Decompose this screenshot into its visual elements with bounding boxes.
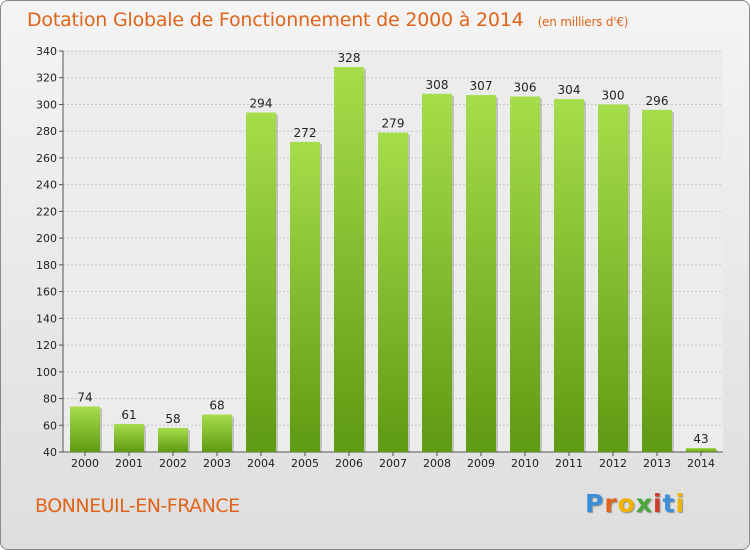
- y-tick-label: 100: [36, 366, 57, 379]
- x-tick-label: 2009: [467, 457, 495, 470]
- y-tick-label: 140: [36, 312, 57, 325]
- y-tick-label: 280: [36, 125, 57, 138]
- unit-text: (en milliers d'€): [537, 15, 629, 29]
- bar-value-label: 328: [338, 51, 361, 65]
- bar-2010: [510, 96, 540, 453]
- y-tick-label: 120: [36, 339, 57, 352]
- logo-letter: r: [604, 489, 618, 518]
- x-tick-label: 2000: [71, 457, 99, 470]
- proxiti-logo: Proxiti: [585, 489, 685, 518]
- x-tick-label: 2004: [247, 457, 275, 470]
- bar-value-label: 61: [121, 408, 136, 422]
- bar-2002: [158, 427, 188, 452]
- bar-2001: [114, 423, 144, 452]
- y-tick-label: 200: [36, 232, 57, 245]
- x-tick-label: 2014: [687, 457, 715, 470]
- x-tick-label: 2011: [555, 457, 583, 470]
- logo-letter: x: [635, 489, 653, 518]
- y-tick-label: 260: [36, 152, 57, 165]
- bar-2012: [598, 104, 628, 452]
- y-tick-label: 240: [36, 179, 57, 192]
- bar-value-label: 308: [426, 78, 449, 92]
- bar-2008: [422, 93, 452, 453]
- bar-2004: [246, 112, 276, 452]
- bar-2009: [466, 95, 496, 453]
- bar-value-label: 296: [646, 94, 669, 108]
- bar-value-label: 74: [77, 391, 92, 405]
- x-tick-label: 2001: [115, 457, 143, 470]
- commune-name: BONNEUIL-EN-FRANCE: [35, 495, 240, 517]
- y-tick-label: 160: [36, 286, 57, 299]
- x-tick-label: 2007: [379, 457, 407, 470]
- logo-letter: t: [662, 489, 676, 518]
- title-text: Dotation Globale de Fonctionnement de 20…: [27, 9, 524, 31]
- bar-value-label: 279: [382, 117, 405, 131]
- y-tick-label: 300: [36, 98, 57, 111]
- x-tick-label: 2010: [511, 457, 539, 470]
- bar-2007: [378, 132, 408, 452]
- chart-title: Dotation Globale de Fonctionnement de 20…: [27, 9, 628, 31]
- x-tick-label: 2013: [643, 457, 671, 470]
- bar-value-label: 58: [165, 412, 180, 426]
- x-tick-label: 2006: [335, 457, 363, 470]
- logo-letter: i: [653, 489, 663, 518]
- x-tick-label: 2012: [599, 457, 627, 470]
- x-tick-label: 2003: [203, 457, 231, 470]
- x-tick-label: 2002: [159, 457, 187, 470]
- bar-2011: [554, 99, 584, 453]
- x-tick-label: 2005: [291, 457, 319, 470]
- bar-2006: [334, 67, 364, 452]
- logo-letter: i: [675, 489, 686, 518]
- bar-2013: [642, 109, 672, 453]
- bar-value-label: 306: [514, 80, 537, 94]
- y-tick-label: 40: [43, 446, 57, 459]
- bar-2000: [70, 406, 100, 452]
- bar-2005: [290, 141, 320, 453]
- y-tick-label: 320: [36, 72, 57, 85]
- bar-value-label: 304: [558, 83, 581, 97]
- bar-value-label: 43: [693, 432, 708, 446]
- bar-2014: [686, 447, 716, 452]
- y-tick-label: 80: [43, 393, 57, 406]
- bar-2003: [202, 414, 232, 452]
- logo-letter: P: [585, 489, 605, 518]
- bar-value-label: 300: [602, 88, 625, 102]
- bar-value-label: 294: [250, 96, 273, 110]
- y-tick-label: 60: [43, 419, 57, 432]
- bar-value-label: 68: [209, 399, 224, 413]
- y-tick-label: 180: [36, 259, 57, 272]
- x-tick-label: 2008: [423, 457, 451, 470]
- bar-value-label: 307: [470, 79, 493, 93]
- bar-value-label: 272: [294, 126, 317, 140]
- y-tick-label: 220: [36, 205, 57, 218]
- logo-letter: o: [617, 489, 636, 518]
- y-tick-label: 340: [36, 45, 57, 58]
